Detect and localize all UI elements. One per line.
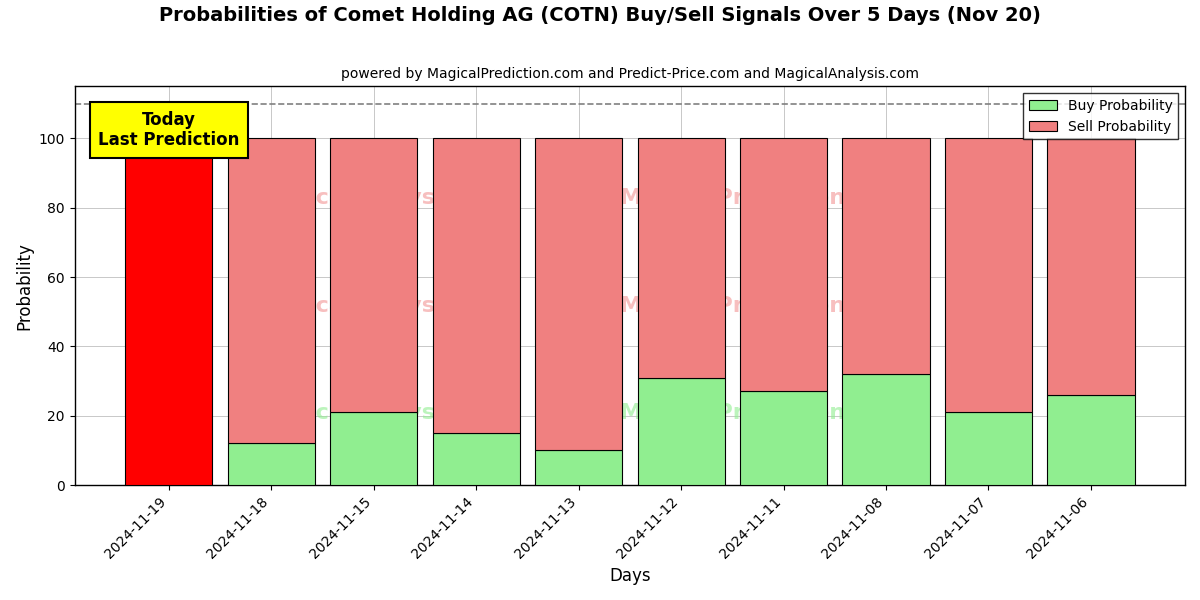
Bar [740, 391, 827, 485]
Bar [1048, 139, 1134, 395]
Bar [228, 443, 314, 485]
Bar [330, 412, 418, 485]
Title: powered by MagicalPrediction.com and Predict-Price.com and MagicalAnalysis.com: powered by MagicalPrediction.com and Pre… [341, 67, 919, 81]
Text: MagicalPrediction.com: MagicalPrediction.com [620, 403, 906, 424]
Bar [842, 139, 930, 374]
Text: MagicalPrediction.com: MagicalPrediction.com [620, 188, 906, 208]
Bar [432, 139, 520, 433]
Bar [432, 433, 520, 485]
Legend: Buy Probability, Sell Probability: Buy Probability, Sell Probability [1024, 93, 1178, 139]
Bar [125, 139, 212, 485]
X-axis label: Days: Days [610, 567, 650, 585]
Bar [842, 374, 930, 485]
Bar [637, 139, 725, 377]
Text: MagicalPrediction.com: MagicalPrediction.com [620, 296, 906, 316]
Bar [1048, 395, 1134, 485]
Bar [330, 139, 418, 412]
Bar [535, 451, 622, 485]
Bar [944, 412, 1032, 485]
Bar [637, 377, 725, 485]
Y-axis label: Probability: Probability [16, 242, 34, 329]
Text: MagicalAnalysis.com: MagicalAnalysis.com [254, 403, 516, 424]
Text: Today
Last Prediction: Today Last Prediction [98, 110, 239, 149]
Text: MagicalAnalysis.com: MagicalAnalysis.com [254, 188, 516, 208]
Bar [228, 139, 314, 443]
Bar [535, 139, 622, 451]
Bar [740, 139, 827, 391]
Text: MagicalAnalysis.com: MagicalAnalysis.com [254, 296, 516, 316]
Bar [944, 139, 1032, 412]
Text: Probabilities of Comet Holding AG (COTN) Buy/Sell Signals Over 5 Days (Nov 20): Probabilities of Comet Holding AG (COTN)… [160, 6, 1040, 25]
